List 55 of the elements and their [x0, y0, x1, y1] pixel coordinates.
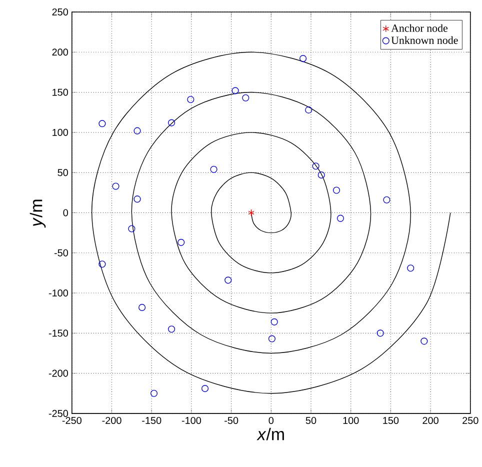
y-tick-label: -200 [48, 370, 68, 377]
point [138, 304, 146, 311]
point [134, 127, 141, 134]
x-tick-label: 200 [422, 416, 438, 424]
y-tick-label: 100 [52, 128, 68, 136]
point [376, 329, 384, 336]
y-tick-label: 200 [52, 48, 68, 56]
point [150, 390, 158, 397]
x-tick-label: 150 [383, 416, 399, 424]
point [270, 318, 278, 326]
y-tick-label: 0 [63, 209, 68, 216]
y-tick-label: 250 [52, 8, 68, 16]
point [268, 335, 276, 342]
point [187, 96, 194, 103]
point [134, 195, 141, 202]
point [407, 264, 414, 272]
point [420, 337, 428, 345]
x-tick-label: -200 [102, 416, 122, 424]
y-tick-label: 50 [58, 168, 68, 176]
point [128, 225, 136, 232]
point [336, 214, 344, 222]
point [112, 182, 120, 190]
x-axis-title: x/m [256, 428, 284, 440]
x-tick-label: 0 [268, 416, 274, 424]
point [312, 162, 320, 170]
y-tick-label: -250 [48, 410, 68, 417]
point [232, 86, 239, 94]
legend-label: Unknown node [391, 36, 458, 44]
x-tick-label: -150 [142, 416, 162, 424]
point [178, 238, 185, 246]
point [299, 54, 307, 62]
y-tick-label: -150 [48, 329, 68, 336]
legend-label: Anchor node [391, 24, 448, 32]
x-tick-label: 250 [462, 416, 478, 424]
x-tick-label: -50 [224, 416, 238, 424]
point [168, 325, 176, 332]
line-series [91, 52, 451, 394]
y-tick-label: -50 [54, 249, 68, 256]
point [210, 166, 218, 173]
point [383, 196, 390, 204]
x-tick-label: 100 [343, 416, 359, 424]
point [305, 106, 312, 114]
point [332, 186, 340, 194]
y-tick-label: -100 [48, 289, 68, 296]
y-tick-label: 150 [52, 88, 68, 96]
point [242, 94, 250, 102]
point [318, 171, 325, 178]
point [224, 276, 232, 284]
point [201, 384, 209, 392]
point [98, 120, 106, 127]
point [168, 119, 176, 126]
x-tick-label: -100 [182, 416, 202, 424]
point [248, 208, 254, 216]
point [98, 260, 106, 268]
x-tick-label: 50 [306, 416, 316, 424]
